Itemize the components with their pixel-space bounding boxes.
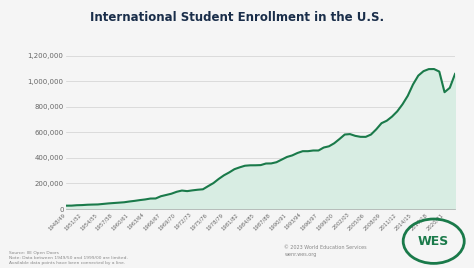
Text: International Student Enrollment in the U.S.: International Student Enrollment in the … <box>90 11 384 24</box>
Text: Source: IIE Open Doors
Note: Data between 1949/50 and 1999/00 are limited.
Avail: Source: IIE Open Doors Note: Data betwee… <box>9 251 128 265</box>
Text: © 2023 World Education Services
wenr.wes.org: © 2023 World Education Services wenr.wes… <box>284 245 367 257</box>
Text: WES: WES <box>418 235 449 248</box>
